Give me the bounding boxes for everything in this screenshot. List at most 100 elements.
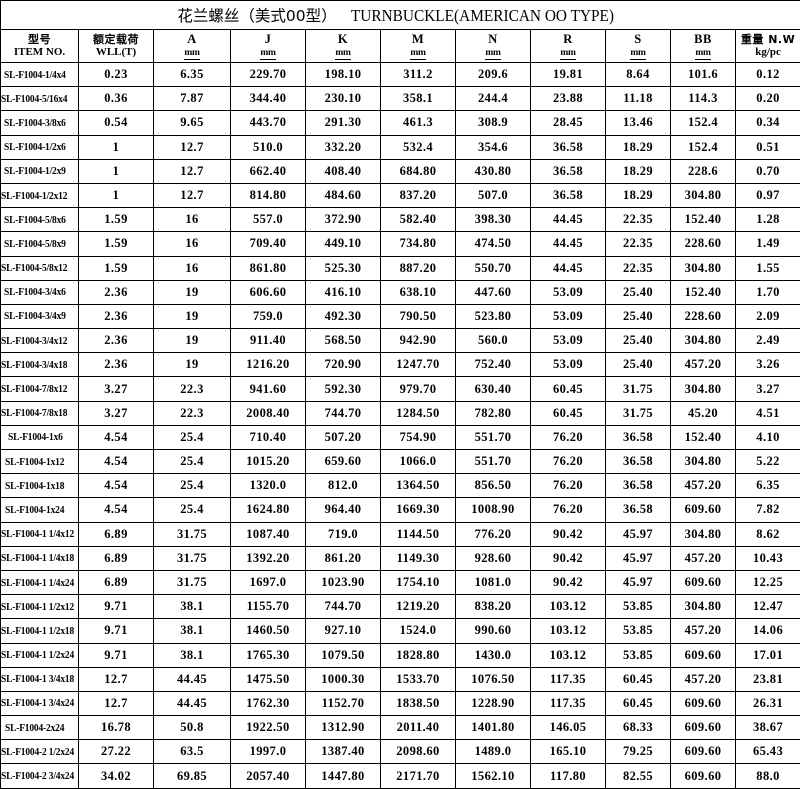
cell-j: 1697.0 (231, 570, 306, 594)
item-no-text: SL-F1004-1/4x4 (4, 69, 66, 81)
cell-n: 1228.90 (456, 691, 531, 715)
cell-a: 19 (154, 280, 231, 304)
cell-s: 22.35 (606, 208, 671, 232)
cell-r: 103.12 (531, 595, 606, 619)
cell-n: 430.80 (456, 159, 531, 183)
cell-m: 684.80 (381, 159, 456, 183)
cell-m: 1533.70 (381, 667, 456, 691)
cell-s: 68.33 (606, 716, 671, 740)
cell-item-no: SL-F1004-7/8x12 (1, 377, 79, 401)
cell-bb: 228.6 (671, 159, 736, 183)
cell-a: 25.4 (154, 474, 231, 498)
item-no-text: SL-F1004-2 3/4x24 (1, 770, 74, 782)
cell-item-no: SL-F1004-1x6 (1, 425, 79, 449)
cell-item-no: SL-F1004-1x12 (1, 450, 79, 474)
cell-m: 1144.50 (381, 522, 456, 546)
cell-j: 510.0 (231, 135, 306, 159)
cell-s: 22.35 (606, 232, 671, 256)
cell-s: 22.35 (606, 256, 671, 280)
cell-wll: 2.36 (79, 280, 154, 304)
cell-n: 209.6 (456, 63, 531, 87)
cell-m: 2011.40 (381, 716, 456, 740)
cell-n: 507.0 (456, 183, 531, 207)
cell-bb: 609.60 (671, 764, 736, 788)
cell-nw: 0.34 (736, 111, 800, 135)
cell-m: 790.50 (381, 304, 456, 328)
cell-j: 1015.20 (231, 450, 306, 474)
cell-a: 31.75 (154, 522, 231, 546)
cell-m: 1066.0 (381, 450, 456, 474)
cell-a: 19 (154, 353, 231, 377)
cell-k: 964.40 (306, 498, 381, 522)
cell-nw: 65.43 (736, 740, 800, 764)
cell-r: 117.35 (531, 691, 606, 715)
cell-nw: 17.01 (736, 643, 800, 667)
item-no-text: SL-F1004-3/4x18 (1, 359, 67, 371)
cell-r: 117.80 (531, 764, 606, 788)
cell-nw: 12.47 (736, 595, 800, 619)
cell-j: 709.40 (231, 232, 306, 256)
column-header-label: 额定载荷 (79, 34, 153, 46)
item-no-text: SL-F1004-3/4x12 (1, 335, 67, 347)
cell-j: 443.70 (231, 111, 306, 135)
cell-k: 744.70 (306, 401, 381, 425)
cell-s: 25.40 (606, 353, 671, 377)
cell-k: 927.10 (306, 619, 381, 643)
cell-s: 45.97 (606, 546, 671, 570)
cell-s: 45.97 (606, 570, 671, 594)
item-no-text: SL-F1004-1 1/4x24 (1, 577, 74, 589)
cell-k: 812.0 (306, 474, 381, 498)
cell-s: 25.40 (606, 280, 671, 304)
cell-nw: 1.55 (736, 256, 800, 280)
item-no-text: SL-F1004-5/8x6 (4, 214, 66, 226)
cell-a: 69.85 (154, 764, 231, 788)
cell-wll: 2.36 (79, 353, 154, 377)
cell-s: 31.75 (606, 377, 671, 401)
cell-n: 838.20 (456, 595, 531, 619)
cell-r: 23.88 (531, 87, 606, 111)
cell-s: 53.85 (606, 619, 671, 643)
item-no-text: SL-F1004-2 1/2x24 (1, 746, 74, 758)
cell-j: 911.40 (231, 329, 306, 353)
cell-n: 550.70 (456, 256, 531, 280)
cell-k: 291.30 (306, 111, 381, 135)
cell-m: 754.90 (381, 425, 456, 449)
page-title-english: TURNBUCKLE(AMERICAN OO TYPE) (351, 6, 614, 26)
cell-nw: 0.51 (736, 135, 800, 159)
cell-wll: 34.02 (79, 764, 154, 788)
cell-m: 358.1 (381, 87, 456, 111)
cell-j: 2057.40 (231, 764, 306, 788)
cell-s: 36.58 (606, 498, 671, 522)
cell-n: 308.9 (456, 111, 531, 135)
item-no-text: SL-F1004-5/16x4 (1, 93, 67, 105)
cell-m: 887.20 (381, 256, 456, 280)
cell-bb: 304.80 (671, 183, 736, 207)
cell-r: 76.20 (531, 474, 606, 498)
column-header-label: 重量 N.W (736, 34, 800, 46)
cell-item-no: SL-F1004-1x24 (1, 498, 79, 522)
cell-j: 759.0 (231, 304, 306, 328)
cell-a: 6.35 (154, 63, 231, 87)
cell-nw: 0.70 (736, 159, 800, 183)
cell-j: 229.70 (231, 63, 306, 87)
column-header-label: BB (671, 32, 735, 46)
cell-s: 79.25 (606, 740, 671, 764)
cell-nw: 1.49 (736, 232, 800, 256)
cell-wll: 6.89 (79, 570, 154, 594)
cell-item-no: SL-F1004-1 1/4x18 (1, 546, 79, 570)
cell-item-no: SL-F1004-1x18 (1, 474, 79, 498)
cell-wll: 0.54 (79, 111, 154, 135)
